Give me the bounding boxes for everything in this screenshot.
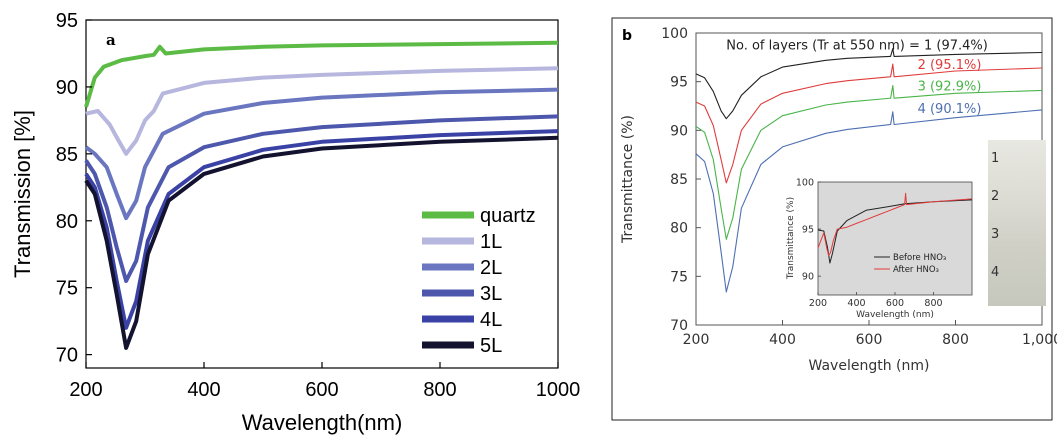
inset-x-axis-title: Wavelength (nm) [856,310,934,320]
panel-b-annotation: 3 (92.9%) [918,79,982,94]
panel-a-x-tick-label: 800 [423,379,456,401]
panel-a-legend-label: 2L [480,257,502,279]
panel-a-series-3l-line [84,114,559,283]
inset-legend: Before HNO₃ After HNO₃ [874,253,946,275]
panel-a-x-tick-label: 400 [187,379,220,401]
panel-b-label: b [622,28,632,44]
panel-a-legend: quartz 1L 2L 3L 4L 5L [422,205,536,357]
inset-legend-label: Before HNO₃ [893,253,946,263]
panel-a-series-group [84,40,559,350]
panel-a-x-tick-label: 600 [305,379,338,401]
panel-b-y-axis-title: Transmittance (%) [620,115,636,244]
panel-a-label: a [106,31,116,49]
panel-a-y-tick-label: 70 [56,345,78,367]
panel-b-y-tick-label: 70 [670,318,688,334]
panel-a-x-tick-label: 200 [69,379,102,401]
panel-a-series-1l-line [85,66,559,156]
inset-series-group [817,192,973,264]
panel-b-annotations: No. of layers (Tr at 550 nm) = 1 (97.4%)… [726,39,988,117]
panel-b-series-1-line [695,48,1043,120]
inset-x-tick-label: 400 [847,298,865,309]
panel-b-series-2-line [695,63,1043,184]
panel-b-x-axis-title: Wavelength (nm) [809,358,930,374]
sample-photo-image [988,140,1046,306]
panel-a-x-tick-label: 1000 [536,379,581,401]
panel-a-legend-label: 3L [480,283,502,305]
panel-a-y-axis-title: Transmission [%] [10,110,35,278]
sample-photo-label: 4 [991,265,999,280]
inset-legend-label: After HNO₃ [893,265,939,275]
sample-photo: 1 2 3 4 [988,140,1046,306]
panel-b-y-tick-label: 75 [670,269,688,285]
sample-photo-label: 1 [991,151,999,166]
panel-b-x-tick-label: 1,000 [1022,332,1057,348]
panel-b-x-tick-label: 600 [856,332,883,348]
panel-b-annotation: 2 (95.1%) [918,58,982,73]
panel-b-annotation: 4 (90.1%) [918,102,982,117]
panel-a-series-5l-line [84,135,559,350]
panel-b-series-3-line [695,85,1043,240]
panel-a-y-tick-label: 90 [56,77,78,99]
inset-x-tick-label: 800 [924,298,942,309]
panel-b-series-group [695,48,1043,293]
panel-b-y-tick-label: 85 [670,172,688,188]
panel-b-annotation: No. of layers (Tr at 550 nm) = 1 (97.4%) [726,39,988,54]
inset-x-tick-label: 600 [886,298,904,309]
panel-b-y-tick-label: 100 [661,26,688,42]
panel-a-legend-label: 5L [480,335,502,357]
panel-a: a 200 400 600 800 1000 70 75 80 85 90 95 Wavelengt… [10,10,580,435]
panel-b-y-tick-label: 90 [670,123,688,139]
panel-a-series-4l-line [84,129,559,330]
panel-a-y-tick-label: 85 [56,144,78,166]
inset-y-tick-label: 95 [802,225,814,236]
inset-series-line [817,192,973,256]
panel-a-legend-label: 1L [480,231,502,253]
panel-b-x-tick-label: 200 [683,332,710,348]
panel-b-inset: 200 400 600 800 90 95 100 Before HNO₃ After HNO… [786,178,973,320]
panel-b-y-tick-label: 95 [670,75,688,91]
inset-series-line [817,199,973,264]
inset-plot-area [817,181,973,296]
panel-b-x-tick-label: 400 [769,332,796,348]
panel-b-y-tick-label: 80 [670,221,688,237]
panel-a-y-tick-label: 95 [56,10,78,32]
inset-y-tick-label: 90 [802,272,814,283]
panel-b-series-4-line [695,109,1043,293]
inset-y-axis-title: Transmittance (%) [786,197,796,280]
panel-b-outer-border [611,17,1053,421]
panel-b-x-tick-label: 800 [942,332,969,348]
panel-a-series-2l-line [84,87,559,221]
sample-photo-label: 2 [991,189,999,204]
inset-y-tick-label: 100 [796,178,814,189]
panel-a-x-axis-title: Wavelength(nm) [242,410,403,435]
sample-photo-label: 3 [991,227,999,242]
panel-a-legend-label: 4L [480,309,502,331]
panel-a-y-tick-label: 75 [56,278,78,300]
panel-b: b 200 400 600 800 1,000 70 75 80 85 90 95 100 No. o… [611,17,1057,421]
panel-a-y-tick-label: 80 [56,211,78,233]
inset-x-tick-label: 200 [809,298,827,309]
panel-a-legend-label: quartz [480,205,536,227]
panel-a-series-quartz-line [84,40,559,108]
